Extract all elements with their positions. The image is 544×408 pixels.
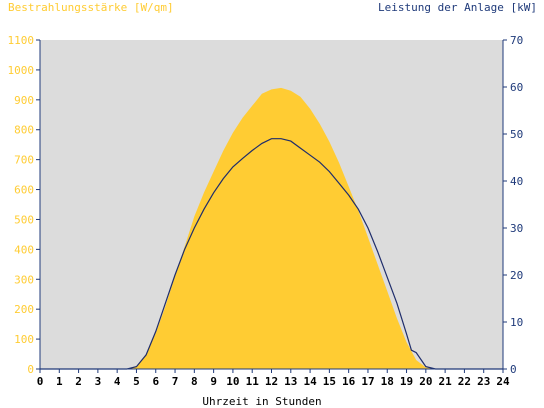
y-left-tick-label: 100: [14, 333, 34, 346]
y-left-tick-label: 700: [14, 154, 34, 167]
y-right-tick-label: 0: [510, 363, 517, 376]
x-tick-label: 14: [303, 375, 317, 388]
y-left-tick-label: 200: [14, 303, 34, 316]
x-tick-label: 24: [496, 375, 510, 388]
y-right-tick-label: 30: [510, 222, 523, 235]
y-right-tick-label: 10: [510, 316, 523, 329]
irradiance-area: [126, 87, 436, 370]
x-tick-label: 18: [381, 375, 394, 388]
x-tick-label: 20: [419, 375, 432, 388]
y-right-tick-label: 20: [510, 269, 523, 282]
y-left-tick-label: 1100: [8, 34, 35, 47]
x-tick-label: 15: [323, 375, 336, 388]
x-tick-label: 0: [37, 375, 44, 388]
x-tick-label: 8: [191, 375, 198, 388]
y-right-tick-label: 70: [510, 34, 523, 47]
y-right-tick-label: 60: [510, 81, 523, 94]
y-left-tick-label: 500: [14, 213, 34, 226]
x-tick-label: 21: [439, 375, 453, 388]
x-tick-label: 16: [342, 375, 356, 388]
x-tick-label: 6: [152, 375, 159, 388]
x-tick-label: 7: [172, 375, 179, 388]
power-line: [40, 138, 503, 370]
x-tick-label: 19: [400, 375, 413, 388]
y-right-tick-label: 40: [510, 175, 523, 188]
x-tick-label: 2: [75, 375, 82, 388]
x-tick-label: 3: [95, 375, 102, 388]
chart-marks: [40, 87, 503, 370]
y-left-tick-label: 0: [27, 363, 34, 376]
chart-axes: 0100200300400500600700800900100011000102…: [8, 34, 524, 388]
x-tick-label: 13: [284, 375, 297, 388]
x-tick-label: 1: [56, 375, 63, 388]
x-tick-label: 22: [458, 375, 471, 388]
x-tick-label: 11: [246, 375, 260, 388]
left-axis-title: Bestrahlungsstärke [W/qm]: [8, 1, 174, 14]
y-left-tick-label: 600: [14, 184, 34, 197]
y-left-tick-label: 400: [14, 243, 34, 256]
y-left-tick-label: 900: [14, 94, 34, 107]
x-tick-label: 9: [210, 375, 217, 388]
x-tick-label: 23: [477, 375, 490, 388]
x-tick-label: 12: [265, 375, 278, 388]
y-left-tick-label: 800: [14, 124, 34, 137]
y-right-tick-label: 50: [510, 128, 523, 141]
x-tick-label: 5: [133, 375, 140, 388]
x-tick-label: 17: [361, 375, 374, 388]
x-tick-label: 10: [226, 375, 239, 388]
y-left-tick-label: 300: [14, 273, 34, 286]
x-axis-title: Uhrzeit in Stunden: [202, 395, 321, 408]
y-left-tick-label: 1000: [8, 64, 35, 77]
right-axis-title: Leistung der Anlage [kW]: [378, 1, 537, 14]
x-tick-label: 4: [114, 375, 121, 388]
